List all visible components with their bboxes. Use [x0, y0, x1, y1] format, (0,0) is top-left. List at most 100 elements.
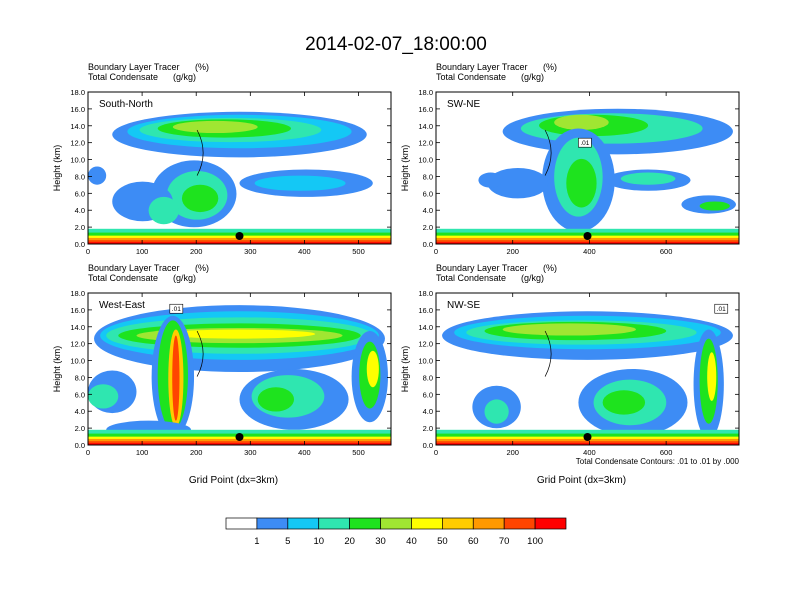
tracer-region	[172, 335, 180, 421]
panel-label: South-North	[99, 99, 153, 110]
colorbar-label: 60	[468, 536, 479, 547]
y-tick-label: 2.0	[423, 223, 433, 232]
x-tick-label: 600	[660, 247, 673, 256]
y-tick-label: 12.0	[418, 340, 433, 349]
subtitle-condensate: Total Condensate	[436, 72, 506, 82]
colorbar-label: 40	[406, 536, 417, 547]
x-tick-label: 200	[190, 448, 203, 457]
condensate-contour	[196, 330, 204, 377]
x-axis-label: Grid Point (dx=3km)	[537, 475, 626, 486]
y-tick-label: 12.0	[418, 139, 433, 148]
tracer-region	[487, 168, 549, 199]
colorbar-label: 20	[344, 536, 355, 547]
colorbar-swatch	[442, 517, 474, 530]
boundary-layer-band	[436, 240, 739, 244]
tracer-region	[554, 114, 609, 130]
y-tick-label: 4.0	[423, 206, 433, 215]
y-tick-label: 8.0	[75, 172, 85, 181]
y-tick-label: 6.0	[75, 390, 85, 399]
y-tick-label: 14.0	[418, 122, 433, 131]
colorbar-label: 5	[285, 536, 290, 547]
y-tick-label: 6.0	[423, 390, 433, 399]
y-tick-label: 0.0	[423, 240, 433, 249]
subtitle-condensate-unit: (g/kg)	[521, 72, 544, 82]
y-tick-label: 16.0	[418, 105, 433, 114]
y-tick-label: 2.0	[75, 223, 85, 232]
x-tick-label: 400	[583, 448, 596, 457]
y-tick-label: 8.0	[423, 373, 433, 382]
colorbar-swatch	[380, 517, 412, 530]
plot-frame	[87, 292, 392, 446]
y-tick-label: 4.0	[423, 407, 433, 416]
tracer-region	[181, 184, 219, 213]
boundary-layer-band	[88, 443, 391, 445]
y-tick-label: 0.0	[75, 441, 85, 450]
x-tick-label: 400	[298, 448, 311, 457]
x-tick-label: 0	[86, 448, 90, 457]
tracer-region	[502, 323, 636, 336]
tracer-region	[163, 329, 316, 339]
panel-label: West-East	[99, 300, 145, 311]
colorbar-swatch	[287, 517, 320, 530]
y-tick-label: 6.0	[423, 189, 433, 198]
x-tick-label: 500	[352, 247, 365, 256]
y-tick-label: 18.0	[418, 289, 433, 298]
y-tick-label: 2.0	[423, 424, 433, 433]
y-tick-label: 10.0	[70, 156, 85, 165]
condensate-contour	[544, 330, 552, 377]
tracer-region	[88, 166, 107, 185]
tracer-region	[88, 384, 119, 409]
subtitle-condensate: Total Condensate	[88, 273, 158, 283]
x-tick-label: 400	[298, 247, 311, 256]
x-tick-label: 0	[86, 247, 90, 256]
subtitle-tracer-unit: (%)	[543, 62, 557, 72]
boundary-layer-band	[436, 443, 739, 445]
y-tick-label: 8.0	[423, 172, 433, 181]
condensate-contour	[196, 129, 204, 176]
panel-1: Boundary Layer Tracer (%) Total Condensate…	[52, 62, 392, 256]
colorbar-label: 50	[437, 536, 448, 547]
colorbar-swatch	[318, 517, 350, 530]
subtitle-tracer-unit: (%)	[195, 62, 209, 72]
subtitle-condensate: Total Condensate	[436, 273, 506, 283]
colorbar-swatch	[472, 517, 505, 530]
contour-label-box	[714, 303, 729, 314]
tracer-region	[484, 399, 509, 424]
y-tick-label: 6.0	[75, 189, 85, 198]
panel-label: NW-SE	[447, 300, 480, 311]
condensate-contour	[544, 129, 552, 176]
y-tick-label: 4.0	[75, 407, 85, 416]
tracer-region	[478, 172, 503, 188]
y-tick-label: 14.0	[70, 122, 85, 131]
subtitle-tracer: Boundary Layer Tracer	[88, 263, 180, 273]
subtitle-tracer-unit: (%)	[195, 263, 209, 273]
boundary-layer-band	[436, 441, 739, 445]
x-tick-label: 300	[244, 247, 257, 256]
x-tick-label: 500	[352, 448, 365, 457]
y-tick-label: 2.0	[75, 424, 85, 433]
y-tick-label: 16.0	[70, 105, 85, 114]
colorbar-label: 100	[527, 536, 543, 547]
tracer-field	[88, 293, 391, 445]
colorbar-swatch	[225, 517, 258, 530]
boundary-layer-band	[436, 242, 739, 244]
y-tick-label: 10.0	[418, 156, 433, 165]
panel-2: Boundary Layer Tracer (%) Total Condensate…	[400, 62, 740, 256]
y-tick-label: 18.0	[70, 289, 85, 298]
subtitle-tracer-unit: (%)	[543, 263, 557, 273]
y-axis-label: Height (km)	[52, 346, 62, 393]
x-axis-label: Grid Point (dx=3km)	[189, 475, 278, 486]
tracer-region	[257, 387, 295, 412]
location-marker	[583, 232, 592, 240]
y-tick-label: 0.0	[423, 441, 433, 450]
y-axis-label: Height (km)	[52, 145, 62, 192]
location-marker	[583, 433, 592, 441]
location-marker	[235, 433, 244, 441]
boundary-layer-band	[88, 240, 391, 244]
y-axis-label: Height (km)	[400, 145, 410, 192]
contour-note: Total Condensate Contours: .01 to .01 by…	[576, 457, 740, 466]
colorbar-label: 70	[499, 536, 510, 547]
x-tick-label: 600	[660, 448, 673, 457]
colorbar-swatch	[534, 517, 567, 530]
y-tick-label: 0.0	[75, 240, 85, 249]
